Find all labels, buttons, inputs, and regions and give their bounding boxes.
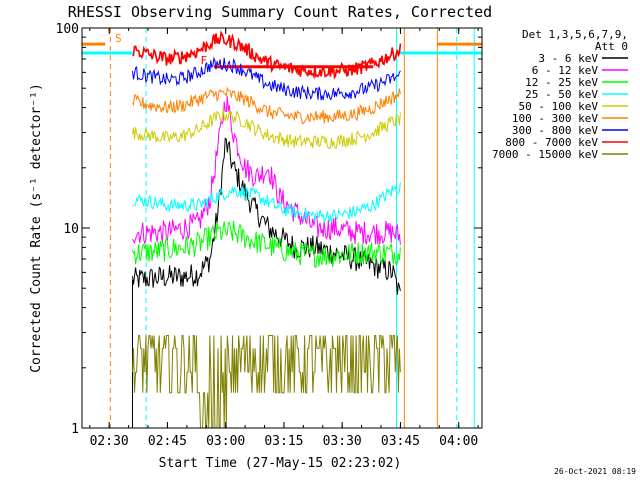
legend-entry-6: 300 - 800 keV xyxy=(512,124,598,137)
series-line-8 xyxy=(132,335,401,429)
series-line-0 xyxy=(132,137,401,295)
x-tick-label-4: 03:30 xyxy=(323,434,362,449)
series-line-7 xyxy=(132,30,402,80)
x-tick-label-6: 04:00 xyxy=(439,434,478,449)
flare-annotation: F xyxy=(200,54,207,67)
x-tick-label-5: 03:45 xyxy=(381,434,420,449)
legend-entry-2: 12 - 25 keV xyxy=(525,76,598,89)
y-axis-label: Corrected Count Rate (s⁻¹ detector⁻¹) xyxy=(29,83,44,373)
legend-entry-0: 3 - 6 keV xyxy=(538,52,598,65)
x-axis-label: Start Time (27-May-15 02:23:02) xyxy=(159,456,402,471)
x-axis-ticks: 02:30 02:45 03:00 03:15 03:30 03:45 04:00 xyxy=(89,28,479,449)
y-tick-label-0: 1 xyxy=(71,422,79,437)
legend-entry-7: 800 - 7000 keV xyxy=(505,136,598,149)
y-tick-label-1: 10 xyxy=(63,222,79,237)
series-line-1 xyxy=(132,96,401,245)
plot-area: SF xyxy=(81,28,482,429)
legend-entry-4: 50 - 100 keV xyxy=(519,100,599,113)
chart-title: RHESSI Observing Summary Count Rates, Co… xyxy=(68,3,492,21)
series-line-2 xyxy=(132,220,401,268)
legend-entry-8: 7000 - 15000 keV xyxy=(492,148,598,161)
y-axis-ticks: 1 10 100 xyxy=(56,22,482,437)
legend-entry-5: 100 - 300 keV xyxy=(512,112,598,125)
x-tick-label-2: 03:00 xyxy=(206,434,245,449)
series-line-6 xyxy=(132,56,401,101)
timestamp: 26-Oct-2021 08:19 xyxy=(554,467,636,476)
series-line-4 xyxy=(132,108,401,149)
saa-annotation: S xyxy=(115,32,122,45)
x-tick-label-1: 02:45 xyxy=(148,434,187,449)
legend-header-line-2: Att 0 xyxy=(595,40,628,53)
series-line-3 xyxy=(132,182,401,224)
x-tick-label-0: 02:30 xyxy=(90,434,129,449)
legend-entry-1: 6 - 12 keV xyxy=(532,64,599,77)
legend-entry-3: 25 - 50 keV xyxy=(525,88,598,101)
y-tick-label-2: 100 xyxy=(56,22,79,37)
legend-header-line-1: Det 1,3,5,6,7,9, xyxy=(522,28,628,41)
x-tick-label-3: 03:15 xyxy=(264,434,303,449)
series-line-5 xyxy=(132,86,401,125)
